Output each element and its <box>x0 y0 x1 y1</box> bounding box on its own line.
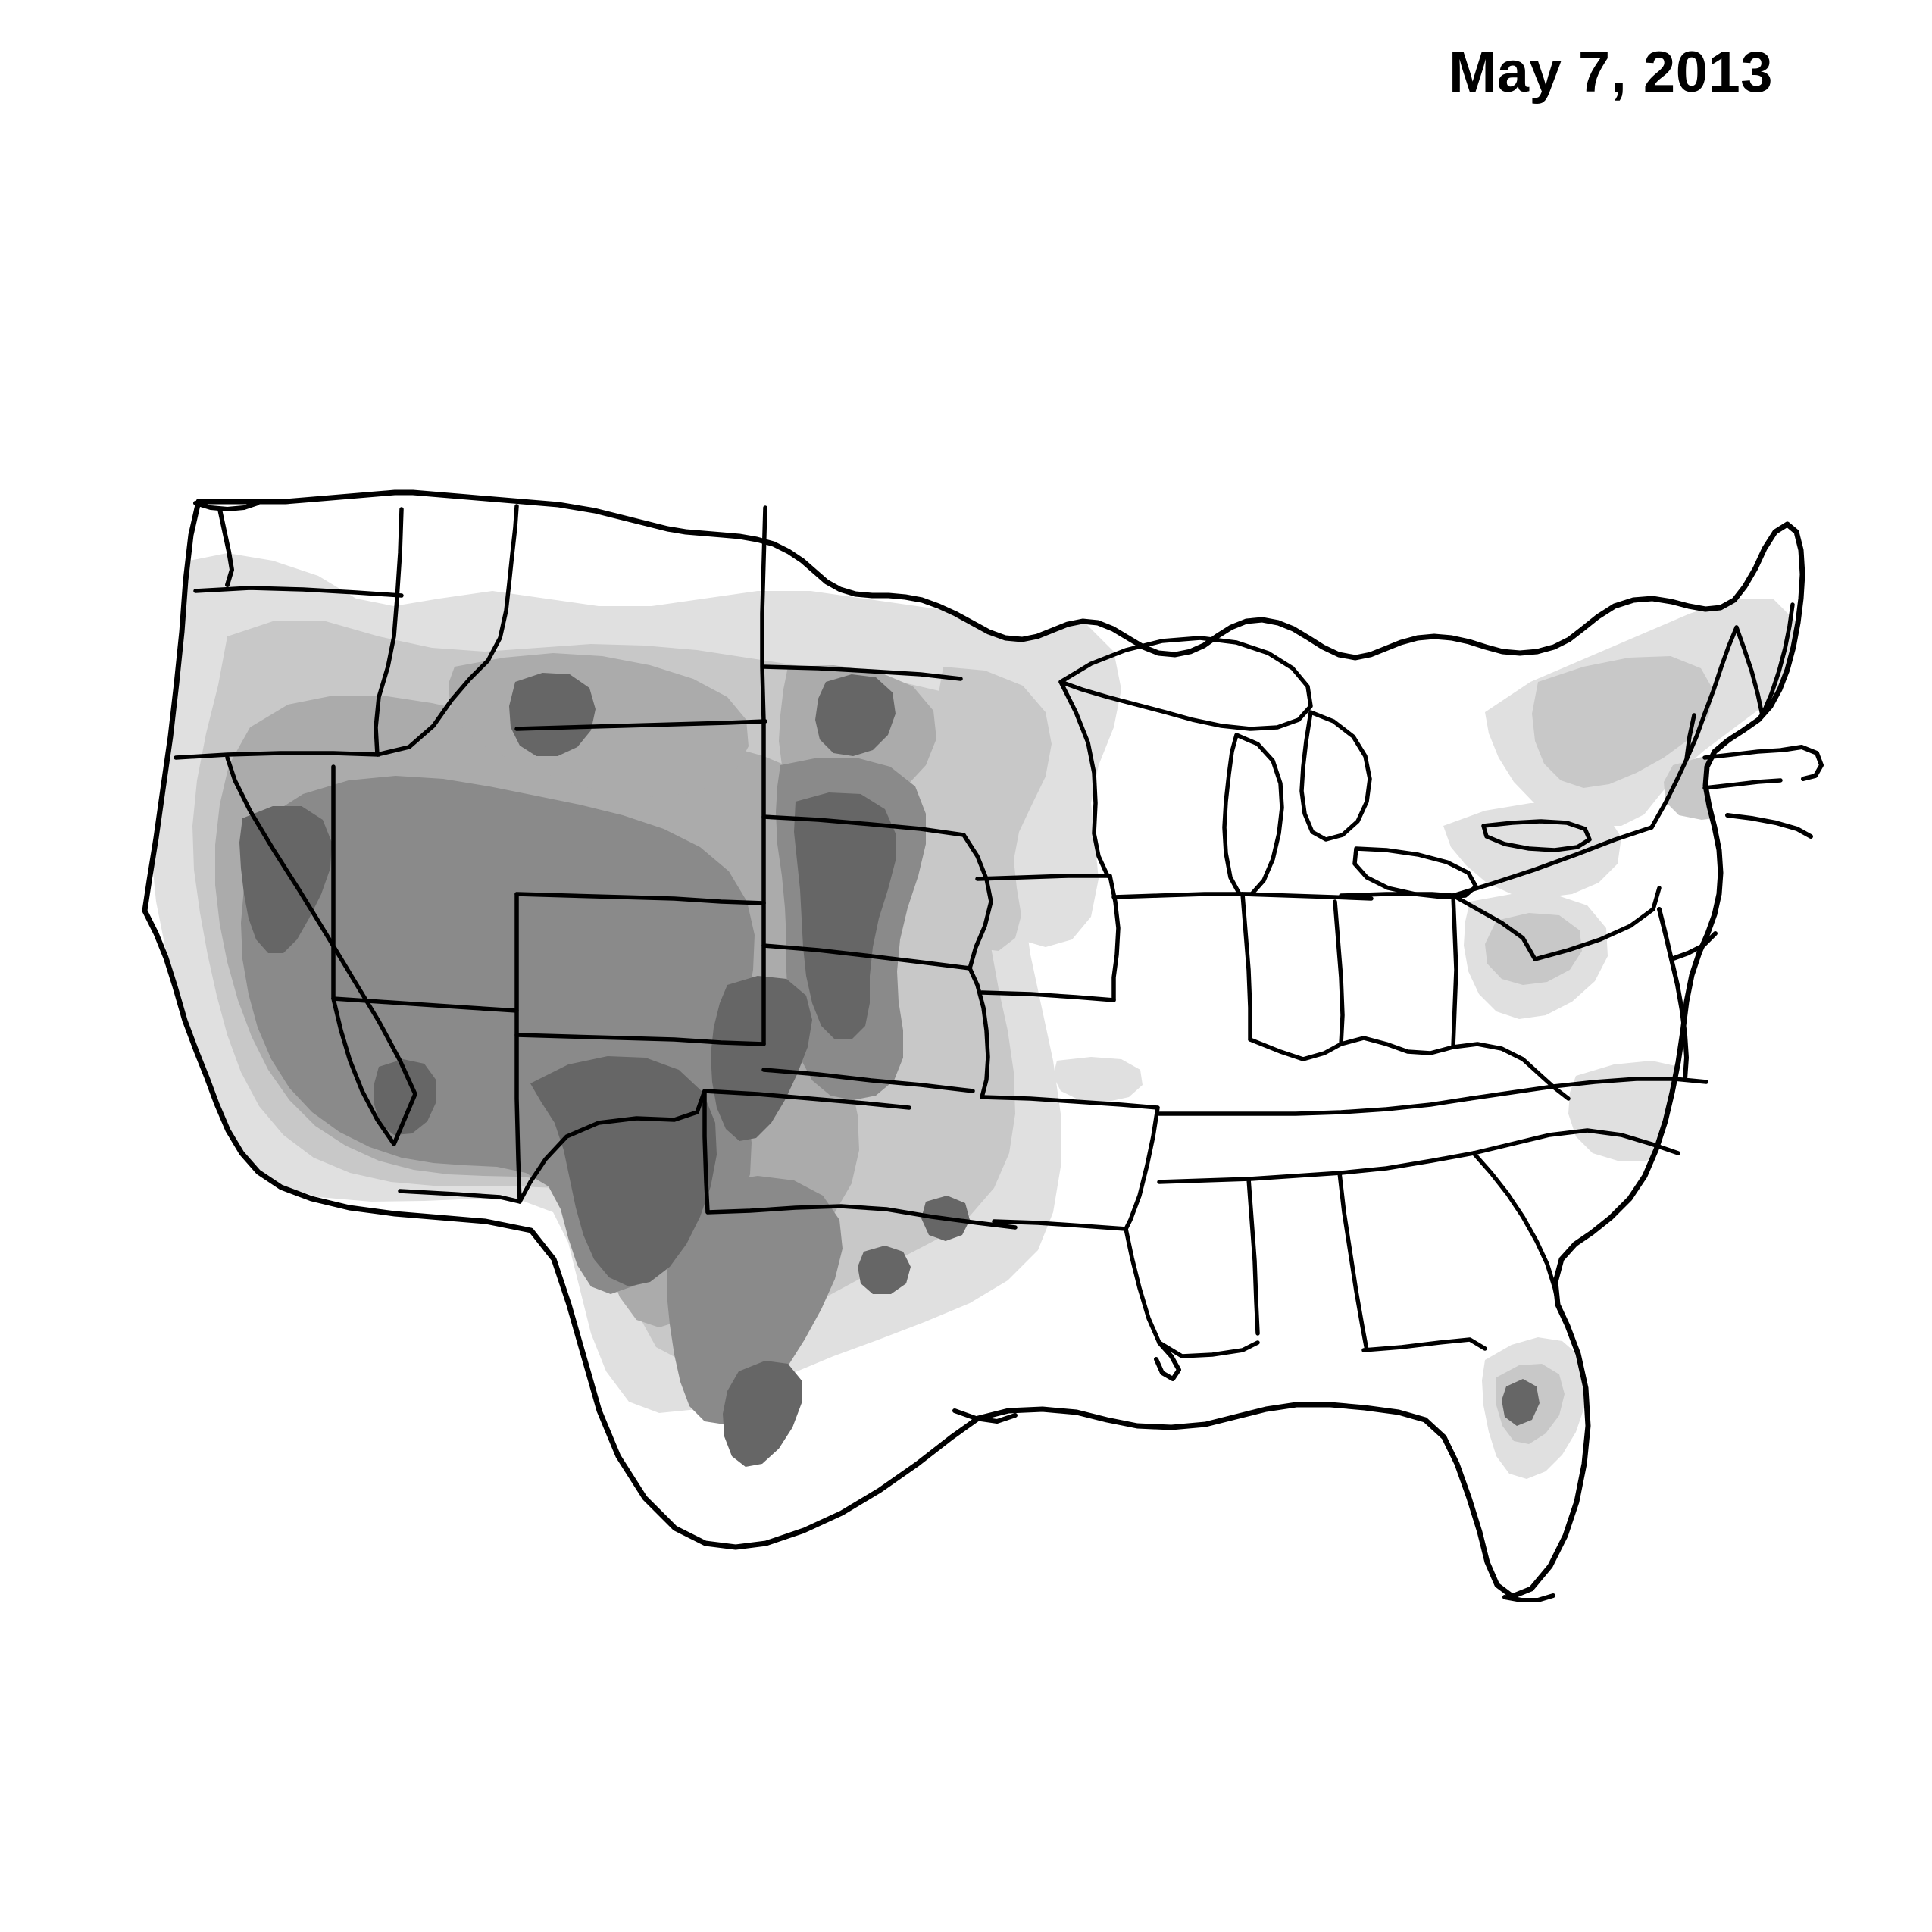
state-boundaries <box>174 504 1795 1358</box>
drought-level-d4 <box>239 673 1540 1467</box>
map-date-title: May 7, 2013 <box>1448 40 1773 105</box>
drought-intensity-contours <box>152 553 1797 1479</box>
coastline-detail <box>193 501 1824 1602</box>
national-boundary <box>142 489 1805 1599</box>
